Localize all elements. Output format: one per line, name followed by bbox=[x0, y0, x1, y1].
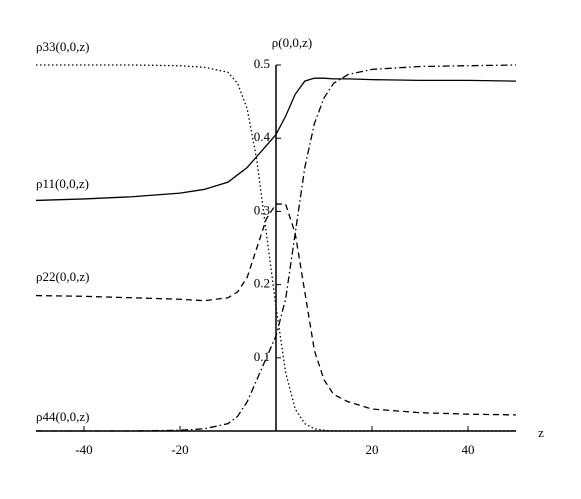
y-tick-label: 0.2 bbox=[254, 276, 270, 291]
series-line bbox=[36, 64, 516, 432]
series-line bbox=[35, 203, 517, 416]
series-label: ρ44(0,0,z) bbox=[36, 409, 89, 424]
x-tick-label: -40 bbox=[75, 442, 92, 457]
series-label: ρ22(0,0,z) bbox=[36, 269, 89, 284]
x-tick-label: 40 bbox=[462, 442, 475, 457]
x-tick-label: 20 bbox=[366, 442, 379, 457]
y-tick-label: 0.5 bbox=[254, 56, 270, 71]
series-label: ρ11(0,0,z) bbox=[36, 176, 89, 191]
y-tick-label: 0.4 bbox=[254, 129, 271, 144]
series-line bbox=[36, 64, 517, 432]
series-line bbox=[35, 77, 517, 202]
y-tick-label: 0.3 bbox=[254, 202, 270, 217]
x-tick-label: -20 bbox=[171, 442, 188, 457]
y-axis-label: ρ(0,0,z) bbox=[272, 35, 312, 50]
x-axis-label: z bbox=[538, 425, 544, 440]
series-label: ρ33(0,0,z) bbox=[36, 39, 89, 54]
